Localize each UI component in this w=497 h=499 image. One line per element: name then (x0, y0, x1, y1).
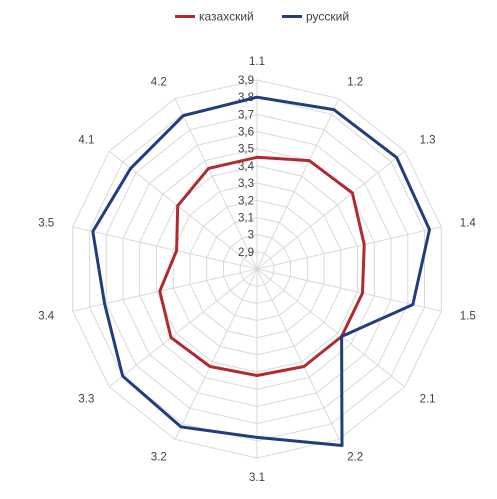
grid-spoke (256, 226, 442, 270)
tick-label: 3,3 (238, 178, 254, 190)
series-lines (91, 95, 431, 447)
legend-label-russian: русский (306, 10, 349, 24)
tick-label: 3,4 (238, 161, 255, 173)
tick-label: 3 (248, 230, 254, 242)
grid-spoke (108, 268, 258, 388)
tick-label: 3,7 (238, 109, 254, 121)
tick-label: 3,1 (238, 213, 254, 225)
grid-spoke (174, 98, 258, 270)
legend-label-kazakh: казахский (199, 10, 254, 24)
grid-spoke (256, 98, 340, 270)
category-label: 2.2 (347, 451, 363, 463)
radar-grid (72, 79, 442, 459)
category-label: 3.1 (249, 472, 265, 484)
category-label: 1.2 (347, 77, 363, 89)
tick-label: 2,9 (238, 247, 254, 259)
category-label: 1.3 (420, 134, 436, 146)
grid-spoke (256, 268, 340, 440)
grid-spoke (174, 268, 258, 440)
category-label: 2.1 (420, 394, 436, 406)
category-label: 3.5 (38, 218, 54, 230)
category-label: 4.2 (151, 77, 167, 89)
category-label: 3.3 (78, 394, 94, 406)
grid-spoke (256, 268, 406, 388)
category-label: 1.1 (249, 56, 265, 68)
tick-label: 3,5 (238, 144, 254, 156)
tick-label: 3,2 (238, 195, 254, 207)
category-label: 3.2 (151, 451, 167, 463)
legend: казахский русский (175, 10, 349, 24)
grid-spoke (256, 150, 406, 270)
category-label: 3.4 (38, 310, 55, 322)
category-label: 4.1 (78, 134, 94, 146)
category-labels: 1.1 1.2 1.3 1.4 1.5 2.1 2.2 3.1 3.2 3.3 3.4 3.5 4.1 4… (38, 56, 476, 484)
grid-spoke (72, 226, 258, 270)
category-label: 1.4 (460, 218, 477, 230)
tick-label: 3,9 (238, 75, 254, 87)
tick-label: 3,6 (238, 127, 254, 139)
grid-spoke (108, 150, 258, 270)
category-label: 1.5 (460, 310, 476, 322)
